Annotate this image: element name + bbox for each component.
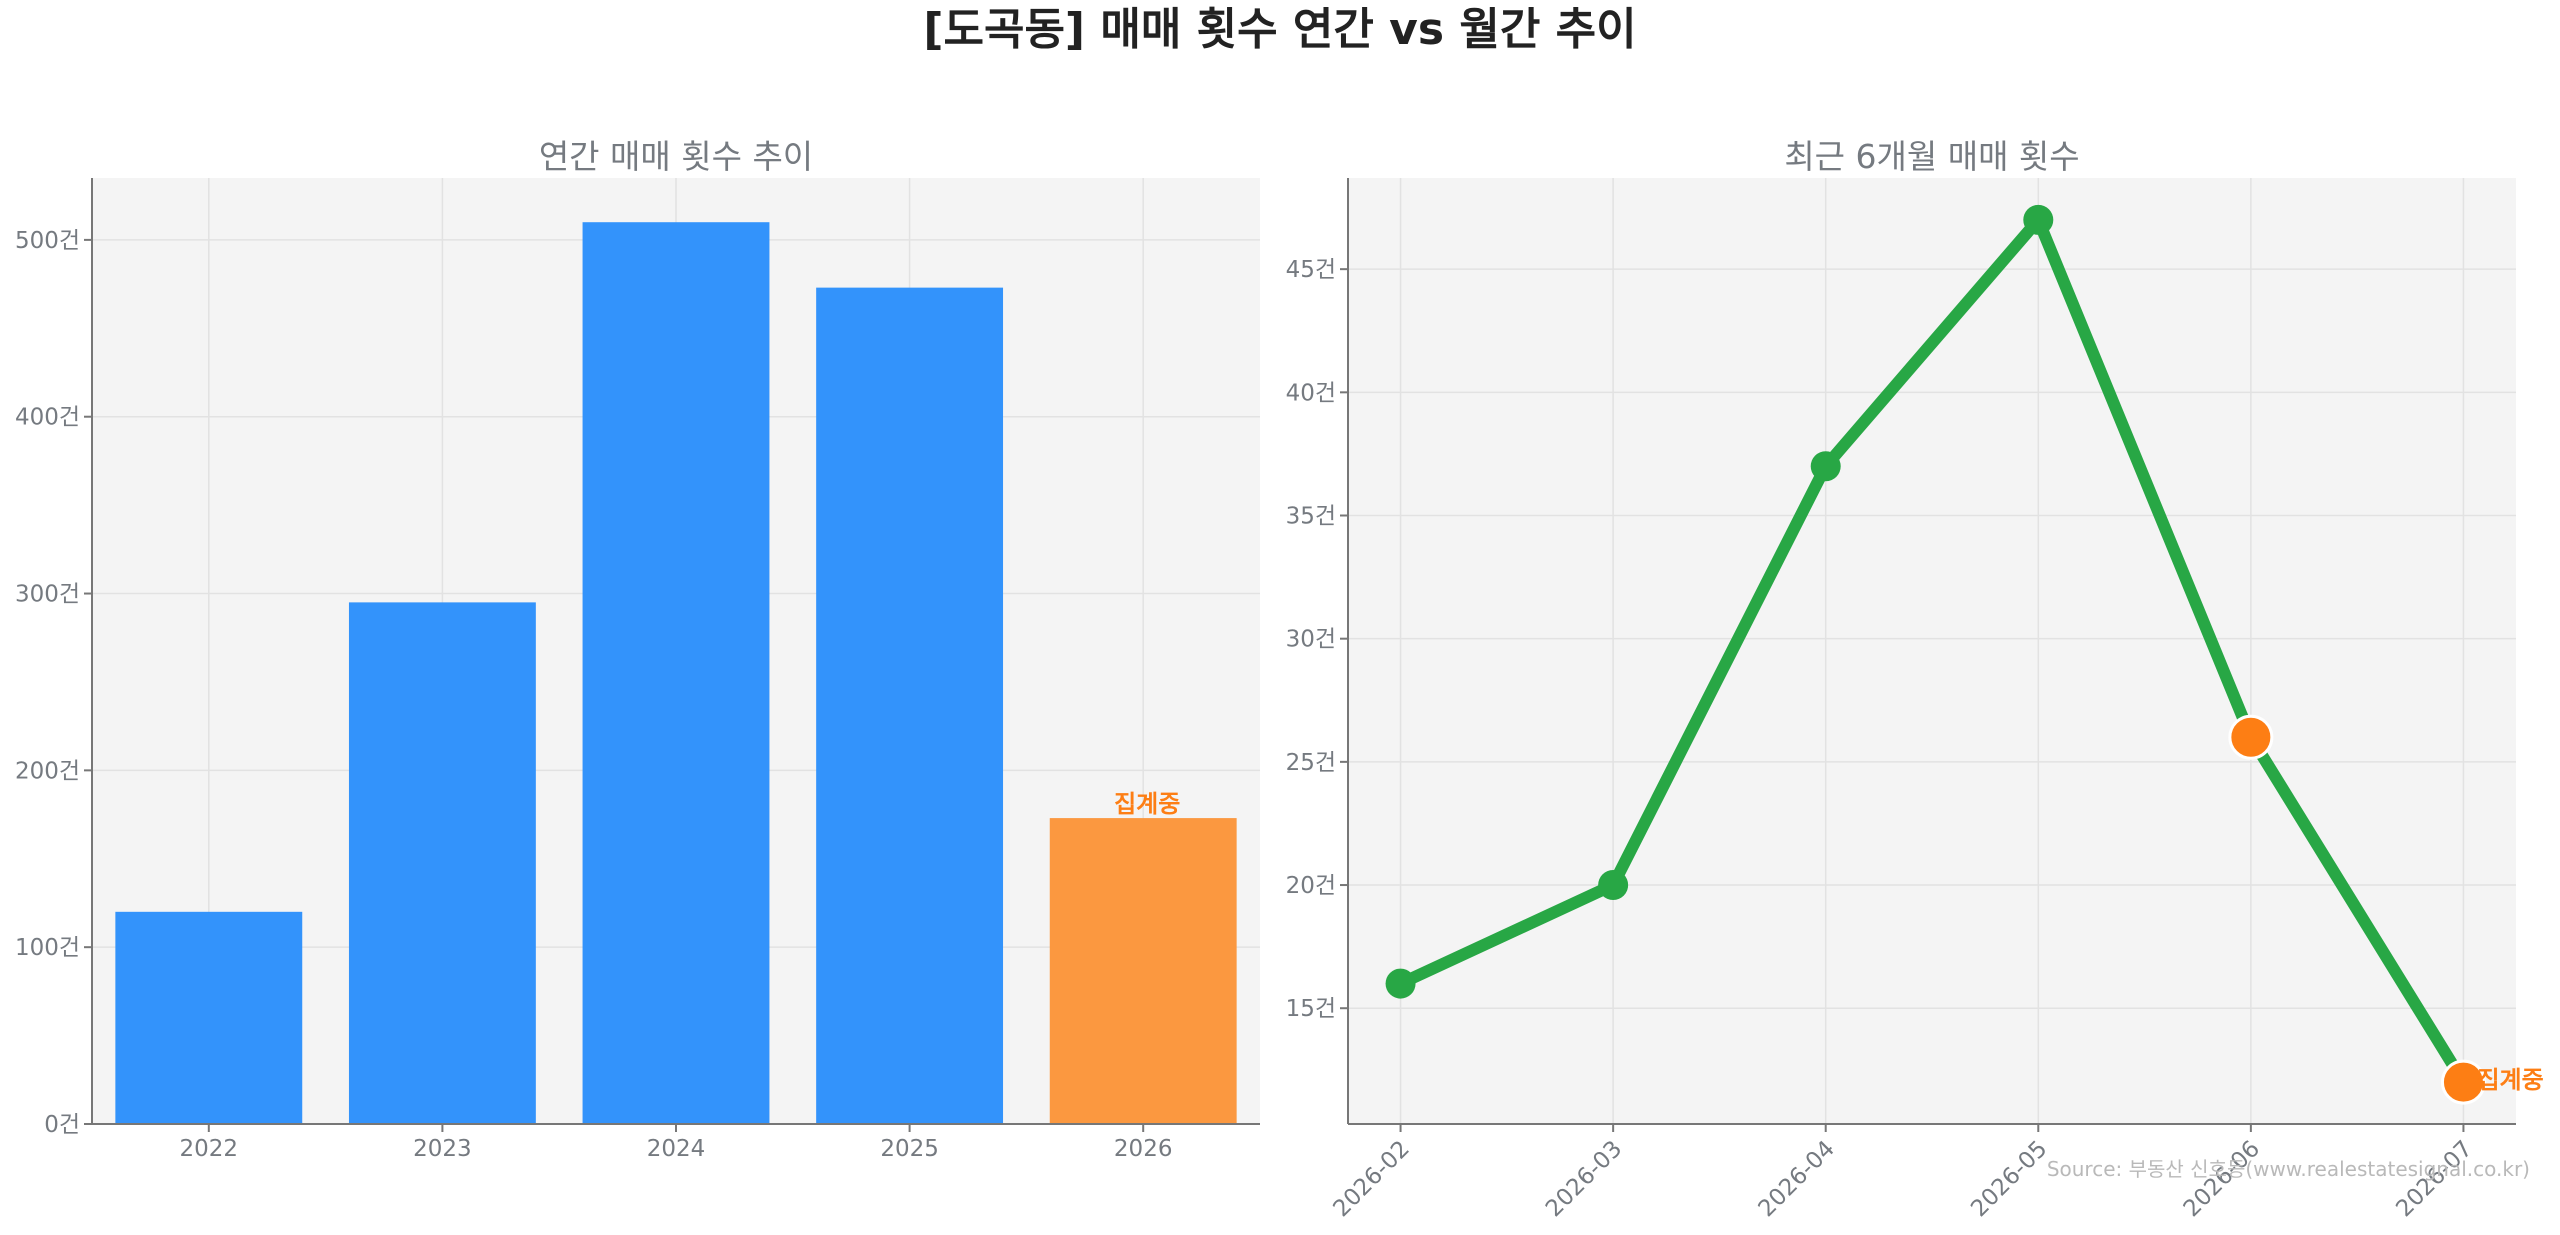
line-ytick-label: 40건 <box>1286 380 1336 406</box>
bar-ytick-label: 400건 <box>15 405 80 431</box>
line-point-2026-07 <box>2440 1059 2486 1105</box>
line-xtick-label: 2026-02 <box>1328 1136 1414 1222</box>
line-point-2026-03 <box>1598 870 1629 901</box>
bar-ytick-label: 300건 <box>15 582 80 608</box>
bar-xtick-label: 2026 <box>1114 1136 1173 1162</box>
bar-y-ticks: 0건 100건 200건 300건 400건 500건 <box>15 228 92 1138</box>
bar-2022 <box>115 911 303 1124</box>
line-ytick-label: 30건 <box>1286 627 1336 653</box>
page-title: [도곡동] 매매 횟수 연간 vs 월간 추이 <box>923 4 1637 55</box>
line-point-2026-04 <box>1810 451 1841 482</box>
line-y-ticks: 15건 20건 25건 30건 35건 40건 45건 <box>1286 257 1348 1022</box>
bar-2026 <box>1049 818 1237 1124</box>
line-axes <box>1347 178 2516 1125</box>
bar-x-ticks: 2022 2023 2024 2025 2026 <box>180 1124 1173 1162</box>
line-xtick-label: 2026-03 <box>1541 1136 1627 1222</box>
bar-partial-label: 집계중 <box>1114 790 1180 818</box>
line-xtick-label: 2026-05 <box>1966 1136 2052 1222</box>
line-xtick-label: 2026-04 <box>1754 1136 1840 1222</box>
line-point-2026-05 <box>2023 204 2054 235</box>
bar-xtick-label: 2023 <box>413 1136 472 1162</box>
line-plot-area <box>1348 178 2516 1124</box>
bar-xtick-label: 2024 <box>647 1136 706 1162</box>
line-series <box>1394 213 2470 1089</box>
line-grid <box>1348 178 2516 1124</box>
bar-2025 <box>816 287 1004 1125</box>
line-ytick-label: 45건 <box>1286 257 1336 283</box>
bar-ytick-label: 500건 <box>15 228 80 254</box>
line-ytick-label: 35건 <box>1286 504 1336 530</box>
monthly-line-chart: 최근 6개월 매매 횟수 15건 20건 25건 30건 35건 40건 45건 2026-… <box>1286 137 2544 1222</box>
bar-chart-title: 연간 매매 횟수 추이 <box>539 137 813 176</box>
line-ytick-label: 25건 <box>1286 750 1336 776</box>
line-point-2026-02 <box>1385 968 1416 999</box>
source-note: Source: 부동산 신호등(www.realestatesignal.co.… <box>2046 1157 2530 1181</box>
line-partial-label: 집계중 <box>2477 1066 2543 1094</box>
bar-xtick-label: 2022 <box>180 1136 239 1162</box>
line-ytick-label: 20건 <box>1286 873 1336 899</box>
bar-ytick-label: 0건 <box>44 1112 80 1138</box>
bar-xtick-label: 2025 <box>880 1136 939 1162</box>
line-points <box>1385 204 2486 1105</box>
bar-series <box>115 222 1237 1125</box>
bar-ytick-label: 100건 <box>15 935 80 961</box>
line-point-2026-06 <box>2228 714 2274 760</box>
bar-ytick-label: 200건 <box>15 758 80 784</box>
bar-2024 <box>582 222 770 1124</box>
bar-2023 <box>348 602 536 1124</box>
line-chart-title: 최근 6개월 매매 횟수 <box>1784 137 2079 176</box>
line-ytick-label: 15건 <box>1286 996 1336 1022</box>
